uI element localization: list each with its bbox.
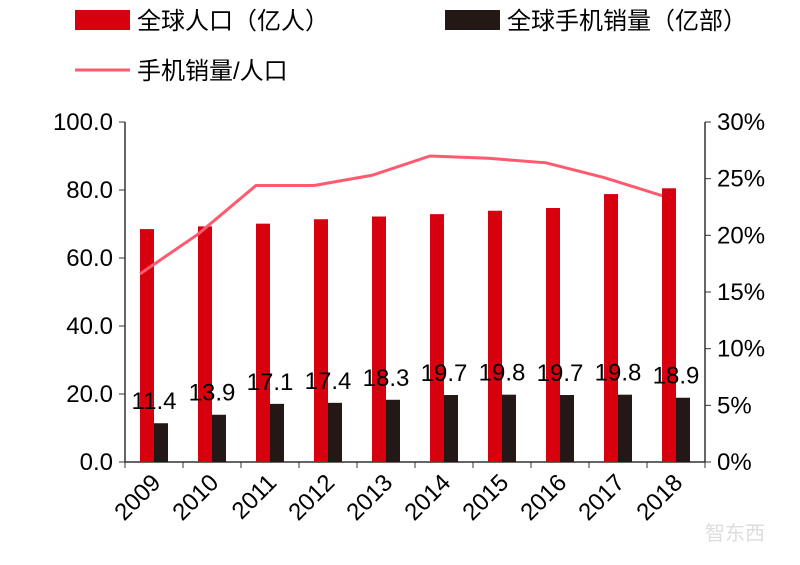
legend: 全球人口（亿人） 全球手机销量（亿部） 手机销量/人口 xyxy=(75,8,747,85)
right-tick-label: 25% xyxy=(717,166,765,193)
x-tick-label: 2015 xyxy=(457,469,514,526)
bars xyxy=(140,188,690,463)
left-tick-label: 100.0 xyxy=(53,109,113,136)
right-tick-label: 10% xyxy=(717,336,765,363)
x-tick-label: 2009 xyxy=(109,469,166,526)
right-tick-label: 30% xyxy=(717,109,765,136)
data-label: 19.8 xyxy=(595,360,642,387)
bar-phone-sales xyxy=(328,402,342,462)
bar-phone-sales xyxy=(270,403,284,462)
x-tick-label: 2010 xyxy=(167,469,224,526)
bar-phone-sales xyxy=(560,395,574,462)
right-tick-label: 15% xyxy=(717,279,765,306)
bar-population xyxy=(546,208,560,462)
data-label: 19.7 xyxy=(421,360,468,387)
left-tick-label: 80.0 xyxy=(66,177,113,204)
left-tick-label: 40.0 xyxy=(66,313,113,340)
left-tick-label: 60.0 xyxy=(66,245,113,272)
right-tick-label: 5% xyxy=(717,392,752,419)
data-label: 17.4 xyxy=(305,368,352,395)
x-tick-label: 2017 xyxy=(573,469,630,526)
legend-swatch-population xyxy=(75,10,130,30)
data-label: 11.4 xyxy=(132,388,177,415)
watermark: 智东西 xyxy=(705,522,765,545)
data-label: 19.7 xyxy=(537,360,584,387)
line-ratio xyxy=(139,154,663,276)
data-label: 17.1 xyxy=(247,369,294,396)
bar-phone-sales xyxy=(212,414,226,462)
data-label: 18.9 xyxy=(653,363,700,390)
bar-phone-sales xyxy=(502,394,516,462)
bar-population xyxy=(488,210,502,462)
bar-population xyxy=(604,194,618,462)
bar-phone-sales xyxy=(154,423,168,462)
bar-phone-sales xyxy=(386,399,400,462)
bar-phone-sales xyxy=(444,395,458,462)
x-tick-label: 2016 xyxy=(515,469,572,526)
bar-population xyxy=(662,188,676,463)
x-tick-label: 2014 xyxy=(399,469,456,526)
legend-label-ratio: 手机销量/人口 xyxy=(137,58,288,85)
bar-population xyxy=(314,219,328,462)
right-tick-label: 0% xyxy=(717,449,752,476)
bar-phone-sales xyxy=(676,397,690,462)
left-tick-label: 0.0 xyxy=(80,449,113,476)
left-tick-label: 20.0 xyxy=(66,381,113,408)
legend-swatch-phone-sales xyxy=(445,10,500,30)
axes: 0.0 20.0 40.0 60.0 80.0 100.0 0% 5% 10% 15% 20% 25%… xyxy=(53,109,765,526)
x-tick-label: 2018 xyxy=(631,469,688,526)
bar-population xyxy=(372,216,386,462)
bar-population xyxy=(140,229,154,462)
x-tick-label: 2012 xyxy=(283,469,340,526)
data-label: 13.9 xyxy=(189,380,236,407)
data-label: 19.8 xyxy=(479,360,526,387)
x-tick-label: 2011 xyxy=(227,469,283,525)
bar-population xyxy=(198,226,212,462)
bar-population xyxy=(430,214,444,462)
right-tick-label: 20% xyxy=(717,222,765,249)
bar-population xyxy=(256,223,270,462)
data-labels: 11.4 13.9 17.1 17.4 18.3 19.7 19.8 19.7 19.8 18.9 xyxy=(132,360,700,416)
legend-label-population: 全球人口（亿人） xyxy=(137,8,329,35)
bar-phone-sales xyxy=(618,394,632,462)
legend-label-phone-sales: 全球手机销量（亿部） xyxy=(507,8,747,35)
data-label: 18.3 xyxy=(363,365,410,392)
x-tick-label: 2013 xyxy=(341,469,398,526)
line-series xyxy=(139,154,663,276)
